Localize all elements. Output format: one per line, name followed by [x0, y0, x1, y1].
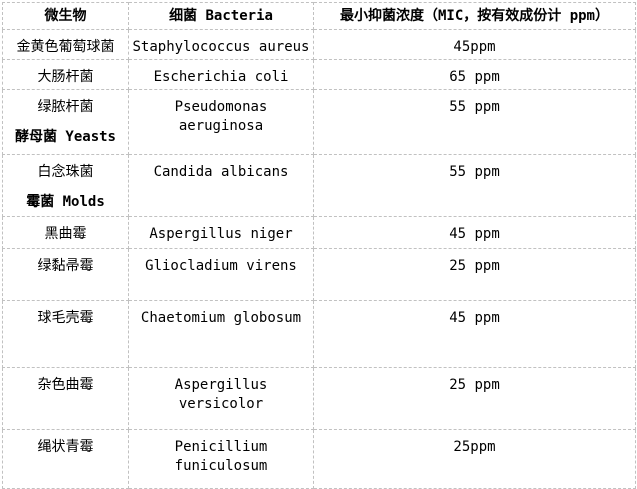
microbe-name: 金黄色葡萄球菌	[16, 39, 115, 55]
table-row: 绿脓杆菌 酵母菌 Yeasts Pseudomonas aeruginosa 5…	[2, 89, 636, 155]
table-row: 白念珠菌 霉菌 Molds Candida albicans 55 ppm	[2, 154, 636, 217]
header-row: 微生物 细菌 Bacteria 最小抑菌浓度（MIC，按有效成份计 ppm）	[2, 2, 636, 30]
latin-name-cell: Aspergillus versicolor	[128, 367, 314, 430]
column-header-microbe: 微生物	[2, 2, 129, 30]
microbe-name-cell: 金黄色葡萄球菌	[2, 29, 129, 60]
latin-name-cell: Escherichia coli	[128, 59, 314, 90]
microbe-name-cell: 球毛壳霉	[2, 300, 129, 368]
column-header-bacteria: 细菌 Bacteria	[128, 2, 314, 30]
column-header-mic: 最小抑菌浓度（MIC，按有效成份计 ppm）	[313, 2, 636, 30]
table-row: 绳状青霉 Penicillium funiculosum 25ppm	[2, 429, 636, 489]
mic-value-cell: 55 ppm	[313, 89, 636, 155]
section-label-molds: 霉菌 Molds	[26, 194, 105, 210]
microbe-name: 绿脓杆菌	[37, 99, 94, 115]
microbe-name-cell: 黑曲霉	[2, 216, 129, 249]
microbe-name: 白念珠菌	[37, 164, 94, 180]
mic-value-cell: 45ppm	[313, 29, 636, 60]
microbe-name: 黑曲霉	[44, 226, 87, 242]
latin-name-cell: Aspergillus niger	[128, 216, 314, 249]
table-row: 杂色曲霉 Aspergillus versicolor 25 ppm	[2, 367, 636, 430]
mic-value-cell: 45 ppm	[313, 300, 636, 368]
latin-name-cell: Penicillium funiculosum	[128, 429, 314, 489]
mic-value-cell: 25ppm	[313, 429, 636, 489]
microbe-name: 绳状青霉	[37, 439, 94, 455]
microbe-name-cell: 绳状青霉	[2, 429, 129, 489]
table-row: 绿黏帚霉 Gliocladium virens 25 ppm	[2, 248, 636, 301]
microbe-name-cell: 绿脓杆菌 酵母菌 Yeasts	[2, 89, 129, 155]
microbe-name-cell: 杂色曲霉	[2, 367, 129, 430]
latin-name-cell: Pseudomonas aeruginosa	[128, 89, 314, 155]
mic-value-cell: 55 ppm	[313, 154, 636, 217]
table-row: 球毛壳霉 Chaetomium globosum 45 ppm	[2, 300, 636, 368]
latin-name-cell: Gliocladium virens	[128, 248, 314, 301]
microbe-name: 杂色曲霉	[37, 377, 94, 393]
latin-name-cell: Staphylococcus aureus	[128, 29, 314, 60]
mic-value-cell: 45 ppm	[313, 216, 636, 249]
section-label-yeasts: 酵母菌 Yeasts	[14, 129, 116, 145]
microbe-name-cell: 绿黏帚霉	[2, 248, 129, 301]
latin-name-cell: Candida albicans	[128, 154, 314, 217]
table-row: 黑曲霉 Aspergillus niger 45 ppm	[2, 216, 636, 249]
mic-value-cell: 25 ppm	[313, 367, 636, 430]
mic-value-cell: 65 ppm	[313, 59, 636, 90]
microbe-name-cell: 白念珠菌 霉菌 Molds	[2, 154, 129, 217]
mic-value-cell: 25 ppm	[313, 248, 636, 301]
microbe-name: 大肠杆菌	[37, 69, 94, 85]
table-row: 大肠杆菌 Escherichia coli 65 ppm	[2, 59, 636, 90]
microbe-name-cell: 大肠杆菌	[2, 59, 129, 90]
table-row: 金黄色葡萄球菌 Staphylococcus aureus 45ppm	[2, 29, 636, 60]
latin-name-cell: Chaetomium globosum	[128, 300, 314, 368]
microbe-name: 绿黏帚霉	[37, 258, 94, 274]
microbe-name: 球毛壳霉	[37, 310, 94, 326]
